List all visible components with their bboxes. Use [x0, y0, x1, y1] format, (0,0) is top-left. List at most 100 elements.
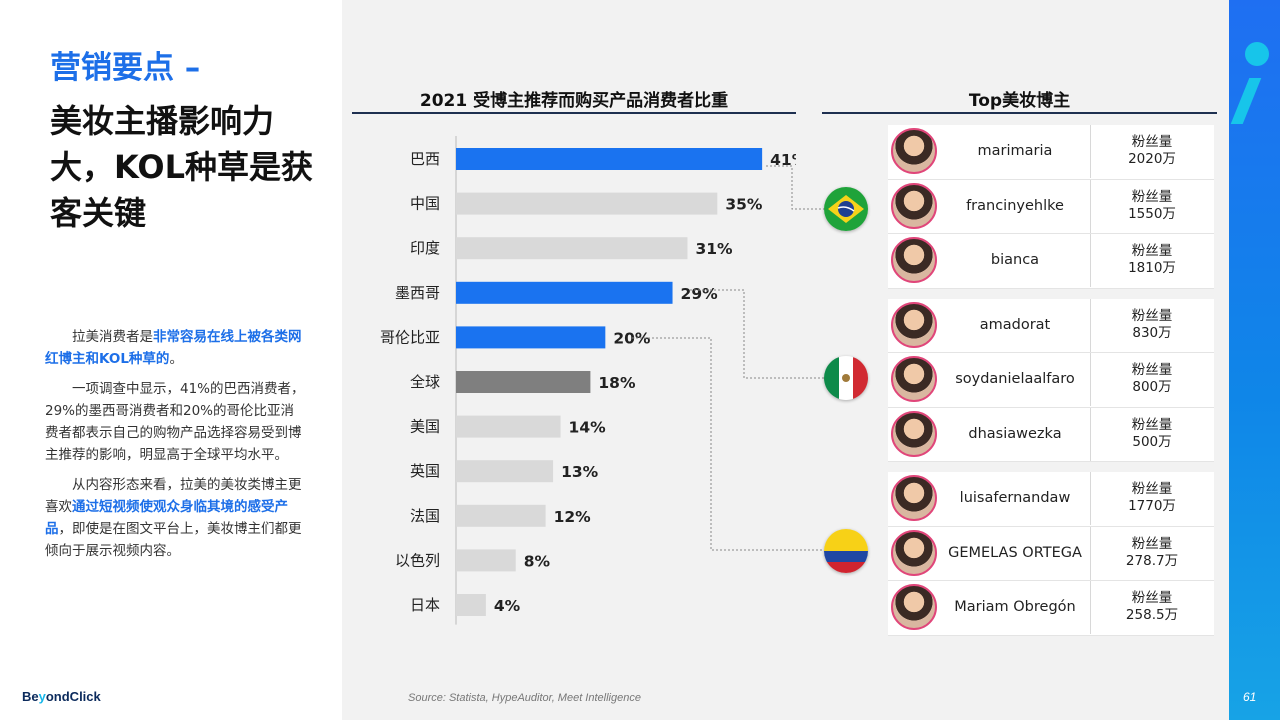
logo-accent: y [38, 689, 46, 704]
category-label: 印度 [410, 239, 440, 257]
chart-title-rule [352, 112, 796, 114]
kol-row: luisafernandaw 粉丝量 1770万 [888, 472, 1214, 527]
value-label: 29% [681, 285, 719, 303]
kol-row: francinyehlke 粉丝量 1550万 [888, 179, 1214, 234]
category-label: 美国 [410, 418, 440, 436]
fans-value: 258.5万 [1125, 607, 1179, 623]
kol-fans: 粉丝量 258.5万 [1092, 590, 1212, 624]
paragraph-1-end: 。 [169, 351, 183, 367]
value-label: 35% [725, 196, 763, 214]
value-label: 14% [569, 419, 607, 437]
column-divider [1090, 472, 1091, 525]
kol-title-rule [822, 112, 1217, 114]
paragraph-3: 从内容形态来看，拉美的美妆类博主更喜欢通过短视频使观众身临其境的感受产品，即使是… [45, 474, 305, 562]
page-number: 61 [1243, 690, 1257, 704]
fans-label: 粉丝量 [1131, 590, 1173, 606]
kol-fans: 粉丝量 830万 [1092, 308, 1212, 342]
bar [456, 192, 718, 215]
page-headline: 美妆主播影响力大，KOL种草是获客关键 [50, 102, 313, 232]
paragraph-2: 一项调查中显示，41%的巴西消费者，29%的墨西哥消费者和20%的哥伦比亚消费者… [45, 381, 305, 463]
paragraph-1-text: 拉美消费者是 [72, 329, 153, 345]
fans-value: 2020万 [1128, 151, 1176, 167]
column-divider [1090, 179, 1091, 233]
fans-label: 粉丝量 [1131, 243, 1173, 259]
kol-name: francinyehlke [966, 197, 1064, 214]
category-label: 哥伦比亚 [380, 328, 440, 346]
bar [456, 549, 516, 572]
section-subtitle: 营销要点 – [50, 50, 201, 86]
column-divider [1090, 298, 1091, 352]
logo-text-end: ondClick [45, 689, 101, 704]
fans-label: 粉丝量 [1131, 188, 1173, 205]
value-label: 8% [524, 552, 551, 570]
bar [456, 237, 688, 260]
column-divider [1090, 125, 1091, 178]
category-label: 中国 [410, 195, 440, 213]
brazil-flag-icon [824, 187, 868, 231]
fans-label: 粉丝量 [1131, 416, 1173, 433]
fans-value: 830万 [1132, 324, 1172, 341]
bar [456, 504, 546, 527]
category-label: 日本 [410, 596, 440, 614]
value-label: 41% [770, 151, 796, 169]
kol-title: Top美妆博主 [968, 91, 1071, 111]
fans-value: 800万 [1132, 379, 1172, 395]
kol-row: bianca 粉丝量 1810万 [888, 234, 1214, 289]
column-divider [1090, 353, 1091, 406]
paragraph-1-highlight: 非常容易在线上被各类网红博主和KOL种草的 [45, 329, 302, 367]
column-divider [1090, 581, 1091, 634]
value-label: 18% [598, 374, 636, 392]
category-label: 以色列 [395, 551, 440, 569]
bar [456, 594, 486, 616]
kol-fans: 粉丝量 800万 [1092, 362, 1212, 396]
avatar [891, 584, 937, 630]
colombia-flag-graphic [824, 529, 868, 573]
logo-text-start: Be [22, 689, 39, 704]
kol-fans: 粉丝量 1550万 [1092, 189, 1212, 223]
category-label: 墨西哥 [395, 284, 440, 302]
brand-logo: BeyondClick [22, 689, 101, 704]
kol-fans: 粉丝量 1770万 [1092, 481, 1212, 515]
fans-label: 粉丝量 [1131, 362, 1173, 378]
fans-label: 粉丝量 [1131, 481, 1173, 497]
kol-name: bianca [990, 252, 1040, 268]
kol-fans: 粉丝量 1810万 [1092, 243, 1212, 277]
avatar [891, 475, 937, 521]
bar [456, 460, 554, 483]
chart-title: 2021 受博主推荐而购买产品消费者比重 [419, 91, 729, 111]
kol-name: GEMELAS ORTEGA [948, 544, 1082, 561]
body-text: 拉美消费者是非常容易在线上被各类网红博主和KOL种草的。 一项调查中显示，41%… [45, 326, 305, 570]
fans-value: 278.7万 [1125, 552, 1179, 569]
column-divider [1090, 407, 1091, 461]
avatar [891, 182, 937, 229]
brand-dot-icon [1245, 42, 1269, 66]
avatar [891, 237, 937, 283]
bar [456, 148, 763, 170]
bar-chart: 巴西 41% 中国 35% 印度 31% 墨西哥 29% 哥伦比亚 20% 全球 18% 美国 14% 英国… [380, 136, 796, 625]
kol-row: marimaria 粉丝量 2020万 [888, 125, 1214, 180]
kol-name: Mariam Obregón [954, 599, 1076, 615]
kol-row: amadorat 粉丝量 830万 [888, 298, 1214, 353]
column-divider [1090, 526, 1091, 580]
category-label: 巴西 [410, 150, 440, 168]
kol-name: amadorat [979, 316, 1051, 333]
kol-name: luisafernandaw [959, 490, 1071, 506]
value-label: 12% [554, 508, 592, 526]
value-label: 13% [561, 463, 599, 481]
fans-value: 1810万 [1128, 260, 1176, 276]
paragraph-1: 拉美消费者是非常容易在线上被各类网红博主和KOL种草的。 [45, 326, 305, 370]
kol-name: dhasiawezka [968, 425, 1062, 442]
kol-fans: 粉丝量 278.7万 [1092, 536, 1212, 570]
fans-label: 粉丝量 [1131, 134, 1173, 150]
brazil-flag-graphic [824, 187, 868, 231]
paragraph-3-text: 从内容形态来看，拉美的美妆类博主更喜欢 [45, 477, 302, 515]
fans-label: 粉丝量 [1131, 535, 1173, 552]
category-label: 全球 [410, 373, 440, 391]
mexico-flag-graphic [824, 356, 868, 400]
kol-fans: 粉丝量 500万 [1092, 417, 1212, 451]
kol-row: dhasiawezka 粉丝量 500万 [888, 407, 1214, 462]
value-label: 31% [695, 240, 733, 258]
fans-value: 1550万 [1128, 205, 1176, 222]
source-note: Source: Statista, HypeAuditor, Meet Inte… [408, 692, 641, 704]
colombia-flag-icon [824, 529, 868, 573]
